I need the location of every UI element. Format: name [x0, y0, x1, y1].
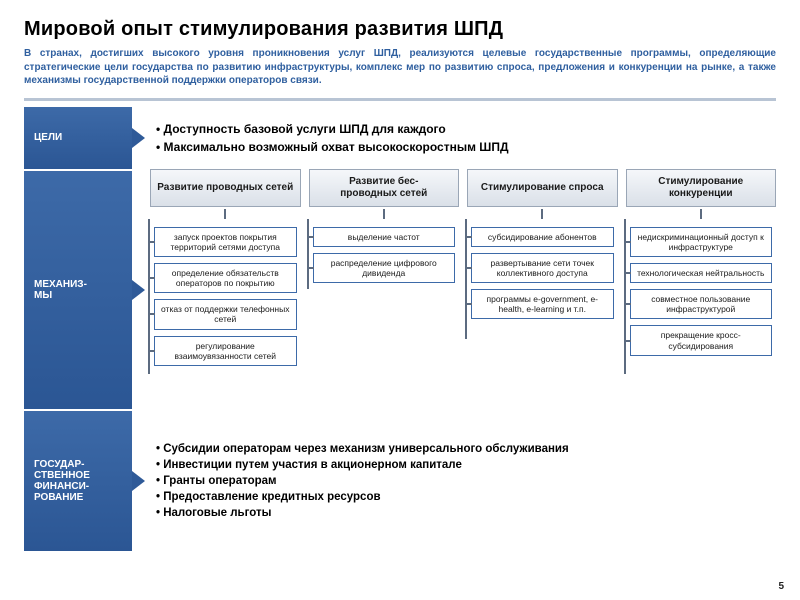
mech-item: распределение цифрового дивиденда	[313, 253, 456, 283]
mech-col-2: субсидирование абонентов развертывание с…	[467, 209, 618, 407]
goal-bullet: • Максимально возможный охват высокоскор…	[156, 140, 776, 154]
page-title: Мировой опыт стимулирования развития ШПД	[24, 18, 776, 41]
category-row: Развитие проводных сетей Развитие бес- п…	[150, 169, 776, 207]
left-block-financing: ГОСУДАР- СТВЕННОЕ ФИНАНСИ- РОВАНИЕ	[24, 411, 132, 551]
connector-stem	[700, 209, 702, 219]
financing-bullet: • Субсидии операторам через механизм уни…	[156, 443, 776, 455]
connector-vline	[307, 219, 309, 289]
right-column: • Доступность базовой услуги ШПД для каж…	[132, 107, 776, 552]
left-label-financing: ГОСУДАР- СТВЕННОЕ ФИНАНСИ- РОВАНИЕ	[34, 459, 90, 503]
mech-item: определение обязательств операторов по п…	[154, 263, 297, 293]
financing-bullet: • Налоговые льготы	[156, 507, 776, 519]
mech-item: совместное пользование инфраструктурой	[630, 289, 773, 319]
mech-col-0: запуск проектов покрытия территорий сетя…	[150, 209, 301, 407]
mech-item: регулирование взаимоувязанности сетей	[154, 336, 297, 366]
category-box: Развитие проводных сетей	[150, 169, 301, 207]
financing-bullet: • Инвестиции путем участия в акционерном…	[156, 459, 776, 471]
connector-stem	[383, 209, 385, 219]
mech-item: субсидирование абонентов	[471, 227, 614, 247]
mechanism-columns: запуск проектов покрытия территорий сетя…	[150, 209, 776, 407]
category-label: Стимулирование спроса	[481, 182, 604, 194]
category-box: Стимулирование конкуренции	[626, 169, 777, 207]
category-label: Стимулирование конкуренции	[631, 176, 772, 200]
category-box: Развитие бес- проводных сетей	[309, 169, 460, 207]
category-label: Развитие проводных сетей	[157, 182, 293, 194]
left-block-goals: ЦЕЛИ	[24, 107, 132, 169]
mech-col-3: недискриминационный доступ к инфраструкт…	[626, 209, 777, 407]
mech-item: выделение частот	[313, 227, 456, 247]
mech-col-1: выделение частот распределение цифрового…	[309, 209, 460, 407]
category-box: Стимулирование спроса	[467, 169, 618, 207]
mech-item: развертывание сети точек коллективного д…	[471, 253, 614, 283]
connector-stem	[541, 209, 543, 219]
section-financing: • Субсидии операторам через механизм уни…	[150, 407, 776, 547]
page-subtitle: В странах, достигших высокого уровня про…	[24, 47, 776, 88]
mech-item: прекращение кросс-субсидирования	[630, 325, 773, 355]
page-number: 5	[778, 581, 784, 592]
mech-item: недискриминационный доступ к инфраструкт…	[630, 227, 773, 257]
main-layout: ЦЕЛИ МЕХАНИЗ- МЫ ГОСУДАР- СТВЕННОЕ ФИНАН…	[24, 107, 776, 552]
mech-item: запуск проектов покрытия территорий сетя…	[154, 227, 297, 257]
mech-item: технологическая нейтральность	[630, 263, 773, 283]
category-label: Развитие бес- проводных сетей	[340, 176, 427, 200]
financing-bullet: • Гранты операторам	[156, 475, 776, 487]
left-label-goals: ЦЕЛИ	[34, 132, 62, 143]
left-column: ЦЕЛИ МЕХАНИЗ- МЫ ГОСУДАР- СТВЕННОЕ ФИНАН…	[24, 107, 132, 552]
section-goals: • Доступность базовой услуги ШПД для каж…	[150, 107, 776, 169]
left-label-mechanisms: МЕХАНИЗ- МЫ	[34, 279, 87, 301]
mech-item: программы e-government, e-health, e-lear…	[471, 289, 614, 319]
header-rule	[24, 98, 776, 101]
left-block-mechanisms: МЕХАНИЗ- МЫ	[24, 171, 132, 409]
section-mechanisms: Развитие проводных сетей Развитие бес- п…	[150, 169, 776, 407]
mech-item: отказ от поддержки телефонных сетей	[154, 299, 297, 329]
connector-stem	[224, 209, 226, 219]
financing-bullet: • Предоставление кредитных ресурсов	[156, 491, 776, 503]
goal-bullet: • Доступность базовой услуги ШПД для каж…	[156, 122, 776, 136]
